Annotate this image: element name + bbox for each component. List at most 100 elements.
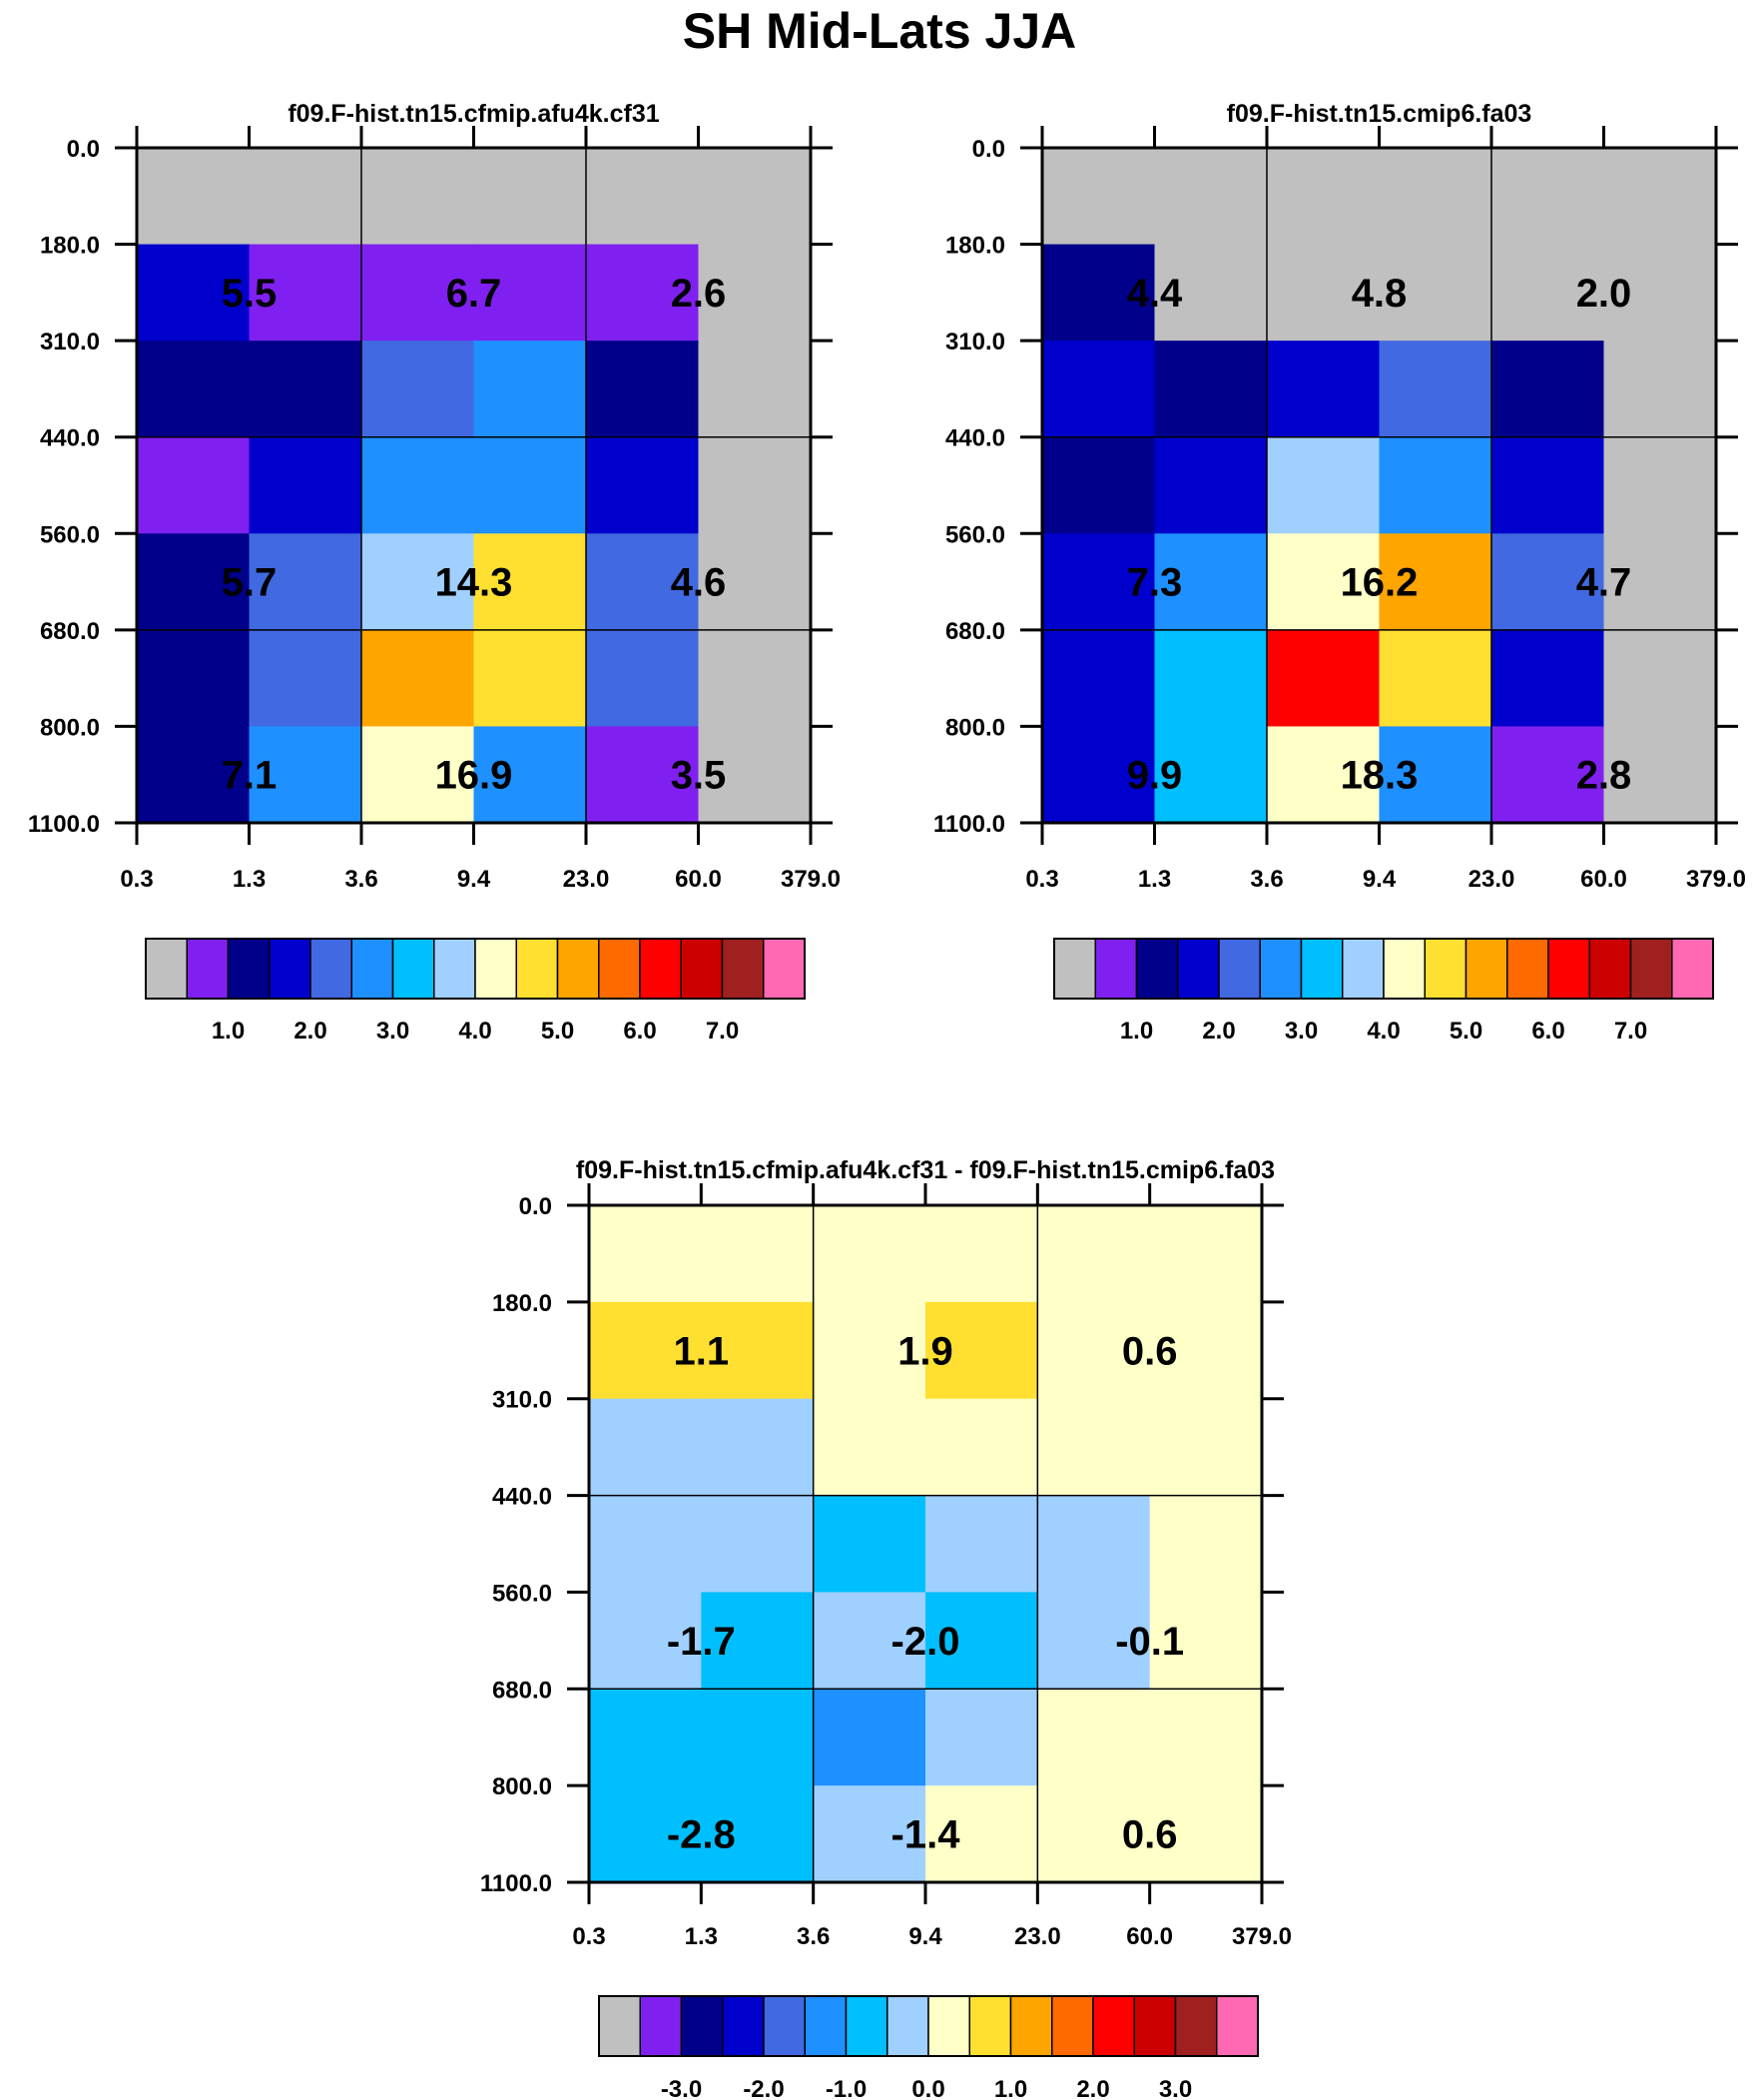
heatmap-cell [1603,629,1717,727]
legend-box [1588,938,1632,1000]
legend-box [598,938,641,1000]
x-tick-label: 60.0 [675,866,722,893]
x-tick-label: 3.6 [797,1923,830,1950]
legend-label: 2.0 [293,1018,326,1045]
heatmap-cell [586,244,699,342]
legend-label: 2.0 [1202,1018,1235,1045]
heatmap-cell [1149,1592,1263,1690]
heatmap-cell [698,629,812,727]
heatmap-cell [1379,244,1492,342]
legend-box [1092,1995,1135,2057]
legend-box [391,938,435,1000]
heatmap-cell [137,533,250,631]
x-tick-label: 60.0 [1580,866,1627,893]
heatmap-cell [813,1398,926,1497]
heatmap-cell [1154,533,1268,631]
legend-label: 5.0 [541,1018,574,1045]
heatmap-cell [1267,436,1380,534]
panel-title: f09.F-hist.tn15.cmip6.fa03 [1227,100,1532,128]
legend-box [227,938,271,1000]
legend-box [1547,938,1590,1000]
heatmap-cell [1603,436,1717,534]
heatmap-cell [701,1398,815,1497]
heatmap-cell [1037,1205,1151,1303]
x-tick-label: 9.4 [457,866,491,893]
y-tick-label: 0.0 [972,136,1005,163]
heatmap-cell [813,1495,926,1593]
heatmap-cell [137,341,250,438]
x-tick-label: 0.3 [572,1923,605,1950]
heatmap-cell [1149,1398,1263,1497]
heatmap-cell [698,726,812,824]
figure-title: SH Mid-Lats JJA [683,3,1077,59]
y-tick-label: 560.0 [492,1580,552,1607]
heatmap-cell [1379,629,1492,727]
legend-label: 1.0 [994,2076,1027,2100]
x-tick-label: 0.3 [1025,866,1058,893]
heatmap-cell [1037,1495,1151,1593]
heatmap-cell [1154,148,1268,246]
legend-box [1383,938,1426,1000]
legend-box [1218,938,1261,1000]
legend-label: 1.0 [1120,1018,1153,1045]
heatmap-cell [589,1785,702,1883]
x-tick-label: 3.6 [1250,866,1283,893]
x-tick-label: 379.0 [1232,1923,1292,1950]
heatmap-cell [1042,148,1155,246]
heatmap-cell [473,533,587,631]
data-label: -2.0 [891,1620,960,1664]
y-tick-label: 310.0 [40,329,100,355]
data-label: 16.9 [435,754,513,798]
data-label: 18.3 [1341,754,1419,798]
data-label: 4.4 [1127,272,1183,316]
heatmap-cell [925,1689,1038,1786]
data-label: -1.7 [667,1620,736,1664]
heatmap-cell [361,533,474,631]
legend-box [1300,938,1344,1000]
heatmap-cell [1603,244,1717,342]
heatmap-cell [1042,436,1155,534]
legend-box [804,1995,848,2057]
legend-box [1342,938,1385,1000]
heatmap-cell [361,629,474,727]
heatmap-cell [701,1689,815,1786]
y-tick-label: 440.0 [492,1484,552,1511]
heatmap-cell [1042,726,1155,824]
heatmap-cell [1149,1495,1263,1593]
legend-box [309,938,352,1000]
legend-box [680,938,724,1000]
heatmap-cell [1154,244,1268,342]
heatmap-cell [1037,1689,1151,1786]
heatmap-cell [473,726,587,824]
data-label: 14.3 [435,561,513,605]
legend-box [186,938,230,1000]
legend-box [680,1995,724,2057]
legend-label: -2.0 [743,2076,784,2100]
x-tick-label: 23.0 [1468,866,1515,893]
heatmap-cell [1149,1689,1263,1786]
y-tick-label: 0.0 [519,1193,552,1220]
legend-box [598,1995,641,2057]
heatmap-cell [586,436,699,534]
legend-box [1629,938,1673,1000]
data-label: 7.3 [1127,561,1183,605]
heatmap-cell [249,533,362,631]
x-tick-label: 23.0 [563,866,610,893]
legend-box [1051,1995,1094,2057]
heatmap-cell [1037,1398,1151,1497]
legend-label: 2.0 [1076,2076,1109,2100]
y-tick-label: 1100.0 [933,811,1005,838]
heatmap-cell [698,148,812,246]
heatmap-cell [925,1398,1038,1497]
data-label: 7.1 [222,754,278,798]
heatmap-cell [249,244,362,342]
data-label: 6.7 [446,272,502,316]
y-tick-label: 680.0 [40,618,100,645]
heatmap-cell [813,1205,926,1303]
heatmap-cell [1037,1592,1151,1690]
x-tick-label: 0.3 [120,866,153,893]
data-label: 4.8 [1352,272,1408,316]
data-label: -0.1 [1115,1620,1184,1664]
heatmap-cell [1267,341,1380,438]
legend-label: 0.0 [911,2076,944,2100]
